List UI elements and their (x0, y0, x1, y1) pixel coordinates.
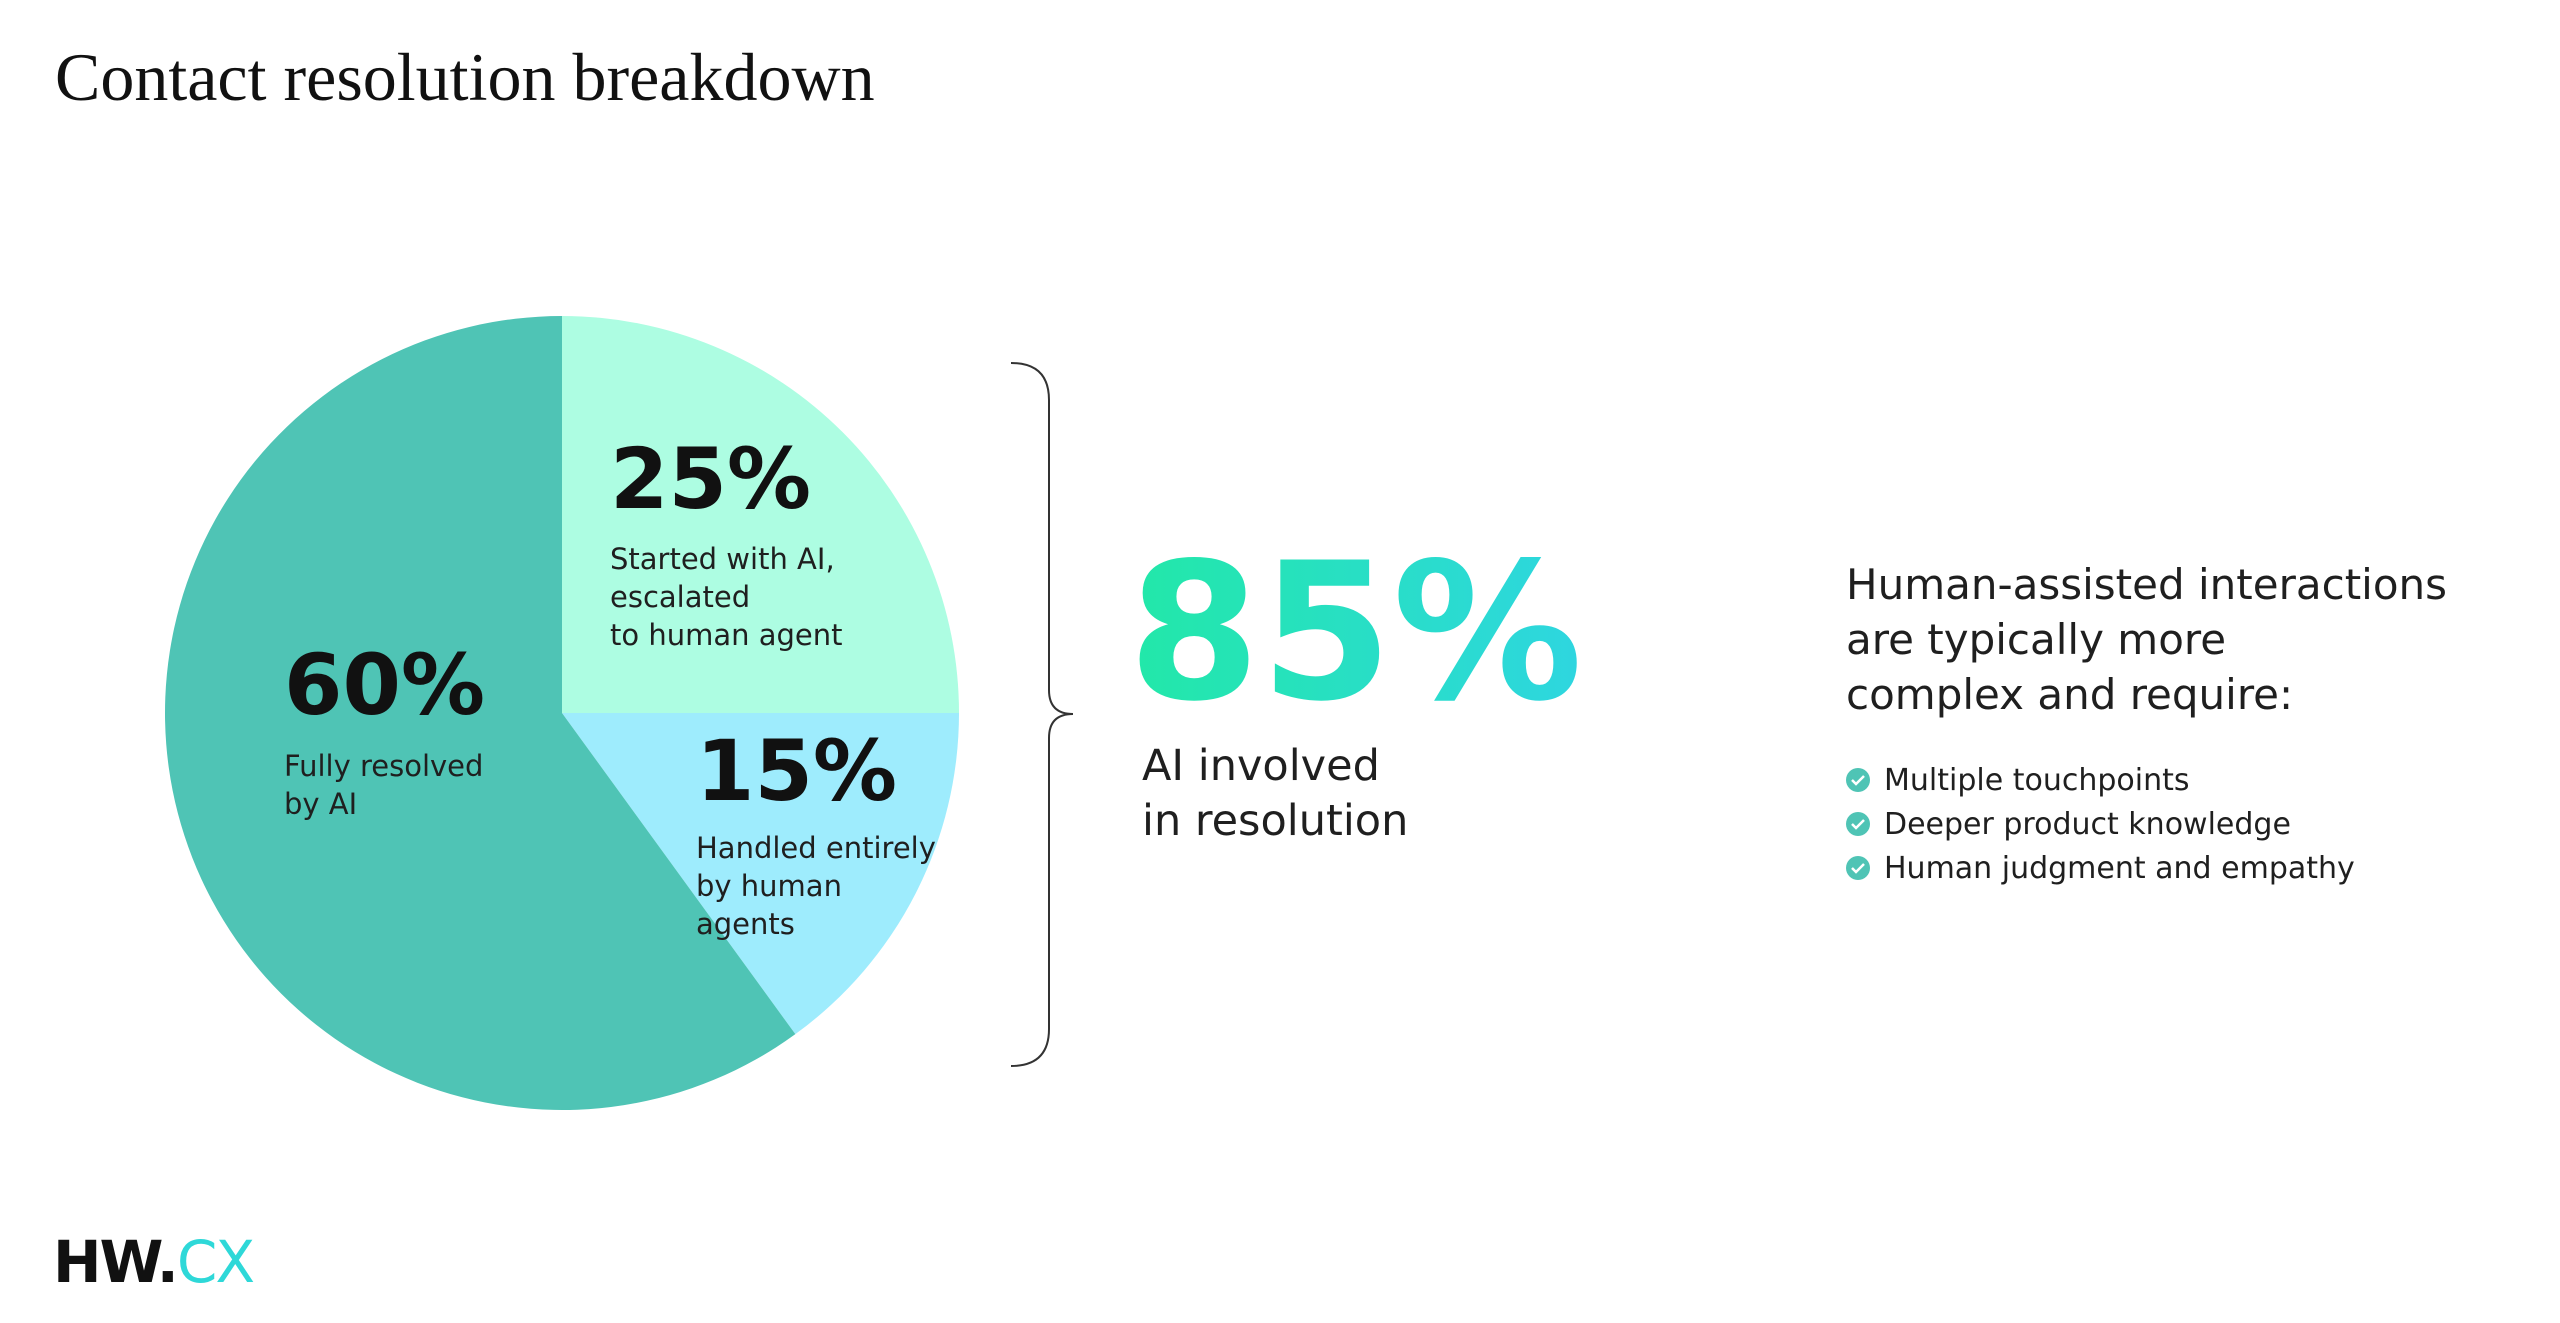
bullet-check (1851, 775, 1865, 786)
slice-value-label: 15% (696, 722, 897, 820)
brace (1010, 362, 1074, 1067)
pie-slice (562, 316, 959, 713)
callout-caption: in resolution (1142, 796, 1408, 846)
note: Human-assisted interactions are typically… (1846, 560, 2447, 886)
slice-label: Fully resolved (284, 749, 483, 783)
bullet-check (1851, 819, 1865, 830)
bullet-icon (1846, 856, 1870, 880)
callout-caption: AI involved (1142, 741, 1380, 791)
pie-slice (164, 316, 796, 1110)
logo-part: CX (177, 1228, 253, 1296)
bullet-text: Deeper product knowledge (1884, 807, 2291, 842)
chart-title: Contact resolution breakdown (55, 39, 875, 115)
slice-label: Started with AI, (610, 542, 835, 576)
slice-label: by AI (284, 787, 357, 821)
callout-value: 85% (1128, 522, 1583, 743)
slice-label: by human (696, 869, 842, 903)
slice-value-label: 60% (284, 636, 485, 734)
slice-label: Handled entirely (696, 831, 936, 865)
slice-label: escalated (610, 580, 750, 614)
slice-label: to human agent (610, 618, 842, 652)
note-heading: are typically more (1846, 615, 2226, 664)
bullet-icon (1846, 812, 1870, 836)
logo: HW.CX (53, 1228, 253, 1296)
pie (164, 316, 959, 1110)
bullet-text: Human judgment and empathy (1884, 851, 2355, 886)
slice-value-label: 25% (610, 430, 811, 528)
bullet-icon (1846, 768, 1870, 792)
pie-slice (562, 713, 959, 1035)
note-heading: complex and require: (1846, 670, 2293, 719)
slice-label: agents (696, 907, 795, 941)
bullet-check (1851, 863, 1865, 874)
bullet-text: Multiple touchpoints (1884, 763, 2189, 798)
note-heading: Human-assisted interactions (1846, 560, 2447, 609)
logo-part: HW. (53, 1228, 177, 1296)
